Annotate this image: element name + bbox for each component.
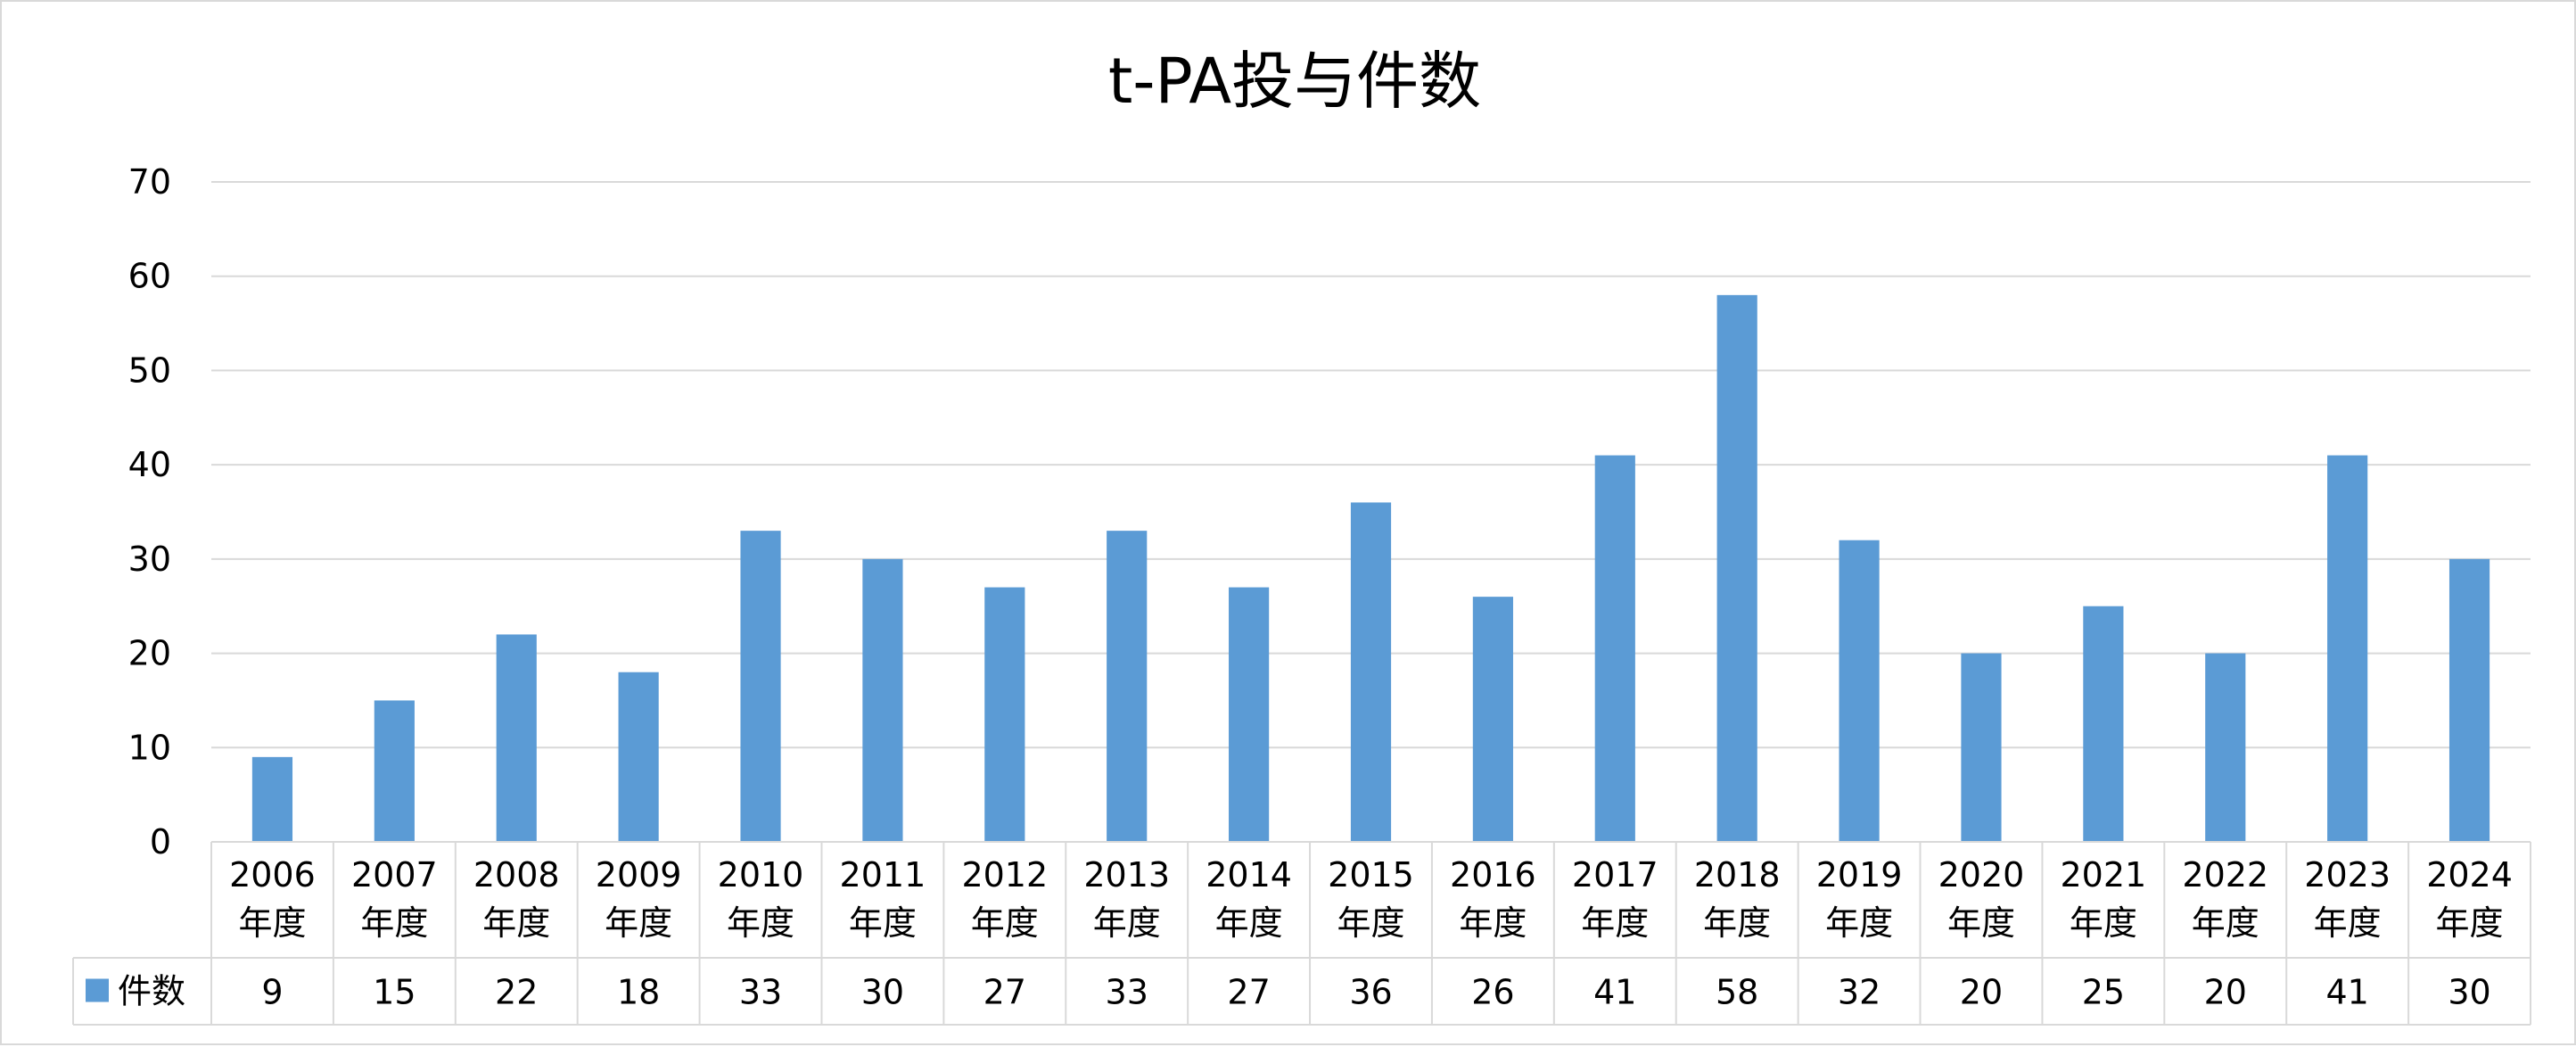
x-category-label: 2023 [2304, 855, 2391, 894]
data-table-value: 18 [617, 973, 660, 1012]
y-tick-label: 20 [128, 634, 171, 673]
data-table-value: 58 [1716, 973, 1758, 1012]
x-category-label: 年度 [1825, 903, 1893, 943]
x-category-label: 年度 [238, 903, 306, 943]
data-table-value: 22 [495, 973, 538, 1012]
x-category-label: 2006 [229, 855, 316, 894]
x-category-label: 2024 [2426, 855, 2513, 894]
bar-2010 [740, 531, 781, 842]
x-category-label: 年度 [605, 903, 672, 943]
x-category-label: 年度 [482, 903, 550, 943]
bar-2020 [1961, 653, 2002, 842]
y-tick-label: 10 [128, 728, 171, 767]
y-tick-label: 70 [128, 162, 171, 202]
bar-2013 [1107, 531, 1148, 842]
x-category-label: 年度 [971, 903, 1039, 943]
x-category-label: 年度 [360, 903, 428, 943]
data-table-value: 41 [1593, 973, 1636, 1012]
bar-2023 [2327, 455, 2368, 842]
data-table: 2006 年度 2007 年度 2008 年度 2009 年度 2010 年度 2011 年度 2012… [72, 841, 2531, 1026]
x-category-label: 年度 [1215, 903, 1283, 943]
x-category-label: 2014 [1206, 855, 1292, 894]
x-category-label: 2013 [1083, 855, 1170, 894]
x-category-label: 年度 [1581, 903, 1649, 943]
x-category-label: 年度 [1703, 903, 1771, 943]
bar-2021 [2083, 606, 2124, 842]
x-category-label: 2007 [351, 855, 438, 894]
data-table-value: 36 [1349, 973, 1392, 1012]
x-category-label: 年度 [2192, 903, 2259, 943]
y-axis-ticks: 0 10 20 30 40 50 60 70 [128, 162, 171, 862]
bar-2016 [1472, 597, 1513, 842]
x-category-label: 2017 [1572, 855, 1658, 894]
bar-2011 [862, 558, 903, 842]
data-table-value: 33 [1106, 973, 1148, 1012]
x-category-label: 年度 [727, 903, 794, 943]
x-category-label: 2020 [1938, 855, 2025, 894]
y-tick-label: 60 [128, 257, 171, 296]
bar-2014 [1229, 587, 1270, 842]
x-category-label: 2016 [1450, 855, 1536, 894]
x-category-label: 年度 [2070, 903, 2137, 943]
bar-2007 [374, 700, 415, 842]
x-category-label: 2015 [1328, 855, 1414, 894]
x-category-label: 年度 [1093, 903, 1161, 943]
y-tick-label: 0 [150, 822, 171, 862]
x-category-label: 2019 [1816, 855, 1903, 894]
bar-2019 [1839, 540, 1880, 842]
data-table-value: 20 [1960, 973, 2003, 1012]
x-category-label: 年度 [2436, 903, 2504, 943]
data-table-value: 30 [861, 973, 904, 1012]
bar-2012 [984, 587, 1025, 842]
data-table-value: 27 [1227, 973, 1270, 1012]
bar-series [251, 294, 2490, 842]
x-category-label: 2021 [2061, 855, 2147, 894]
x-category-label: 2012 [961, 855, 1048, 894]
x-category-label: 年度 [1337, 903, 1404, 943]
chart-title: t-PA投与件数 [1108, 45, 1481, 118]
data-table-value: 41 [2325, 973, 2368, 1012]
x-category-label: 2008 [473, 855, 560, 894]
x-category-label: 2009 [596, 855, 682, 894]
data-table-value: 27 [983, 973, 1026, 1012]
data-table-value: 33 [739, 973, 782, 1012]
data-table-value: 32 [1838, 973, 1881, 1012]
legend-swatch [86, 978, 109, 1002]
x-category-label: 2022 [2182, 855, 2268, 894]
x-category-label: 2010 [718, 855, 804, 894]
data-table-value: 30 [2448, 973, 2490, 1012]
x-category-label: 2018 [1694, 855, 1781, 894]
x-category-label: 2011 [840, 855, 926, 894]
bar-2009 [618, 672, 659, 842]
legend-label: 件数 [118, 972, 185, 1011]
bar-2018 [1716, 294, 1757, 842]
y-tick-label: 30 [128, 540, 171, 579]
data-table-value: 25 [2082, 973, 2125, 1012]
y-tick-label: 50 [128, 350, 171, 390]
x-category-label: 年度 [849, 903, 917, 943]
data-table-value: 9 [261, 973, 283, 1012]
bar-2024 [2448, 558, 2490, 842]
bar-2015 [1350, 502, 1392, 842]
bar-2017 [1594, 455, 1635, 842]
data-table-value: 15 [373, 973, 416, 1012]
bar-2008 [496, 634, 537, 842]
x-category-label: 年度 [1459, 903, 1527, 943]
bar-2006 [251, 756, 293, 842]
bar-2022 [2205, 653, 2246, 842]
x-category-label: 年度 [2314, 903, 2382, 943]
y-tick-label: 40 [128, 445, 171, 484]
x-category-label: 年度 [1947, 903, 2015, 943]
data-table-value: 20 [2204, 973, 2247, 1012]
data-table-value: 26 [1471, 973, 1514, 1012]
